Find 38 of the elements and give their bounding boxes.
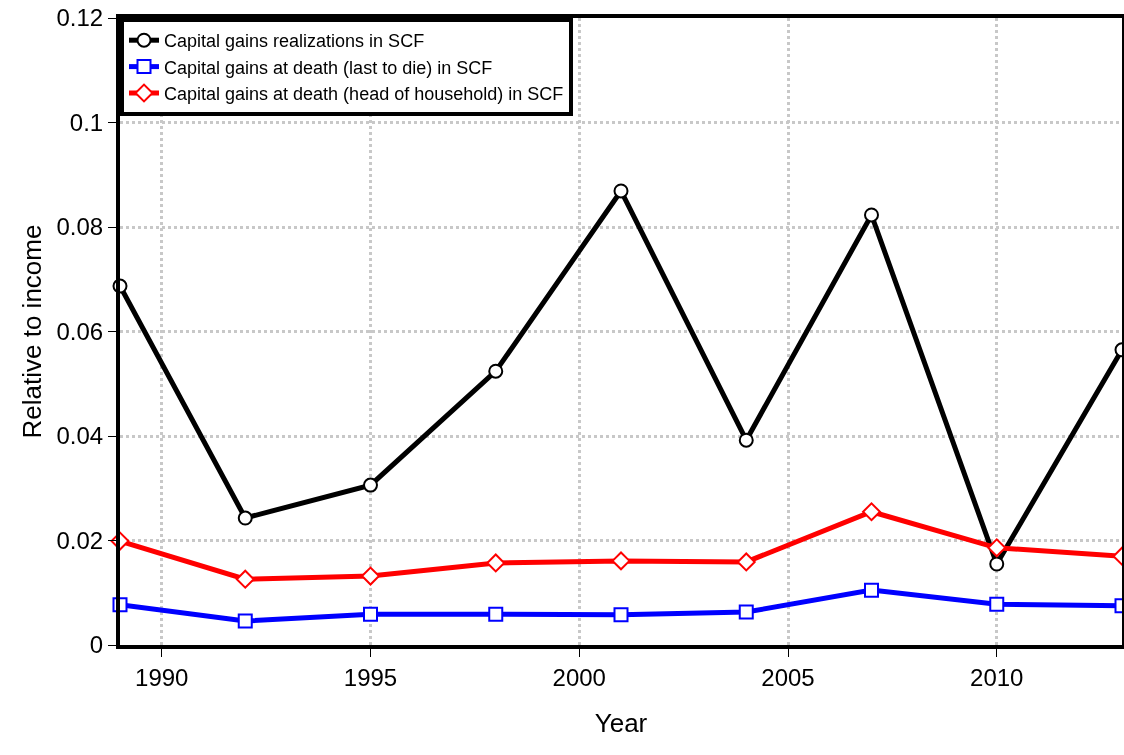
x-tick-label: 2005 [761,663,815,691]
point [237,613,253,629]
point [237,510,253,526]
x-axis-title: Year [594,708,648,738]
point [363,606,378,622]
point [864,207,879,223]
x-tick-label: 2010 [970,663,1024,691]
point [989,556,1005,572]
point [864,582,879,598]
point [989,596,1005,612]
point [862,502,881,522]
y-tick-label: 0.08 [56,213,104,241]
y-tick-label: 0.1 [69,108,104,136]
x-tick-label: 1990 [135,663,189,691]
point [361,566,380,586]
point [235,569,255,589]
legend-label: Capital gains at death (head of household) in SCF [164,84,564,105]
legend-label: Capital gains at death (last to die) in SCF [164,57,493,78]
point [486,553,506,573]
y-tick-label: 0.02 [56,526,104,554]
point [987,538,1007,558]
point [736,552,756,572]
point [611,551,631,571]
point [363,477,378,493]
y-tick-label: 0 [89,631,104,659]
y-tick-label: 0.12 [56,4,104,32]
y-tick-label: 0.04 [56,422,104,450]
y-tick-label: 0.06 [56,317,104,345]
point [738,432,754,448]
point [738,604,754,620]
y-axis-title: Relative to income [17,224,48,439]
point [488,363,504,379]
point [488,606,504,622]
x-tick-label: 2000 [552,663,606,691]
legend-label: Capital gains realizations in SCF [164,31,425,52]
point [613,607,629,623]
x-tick-label: 1995 [343,663,398,691]
point [613,183,629,199]
